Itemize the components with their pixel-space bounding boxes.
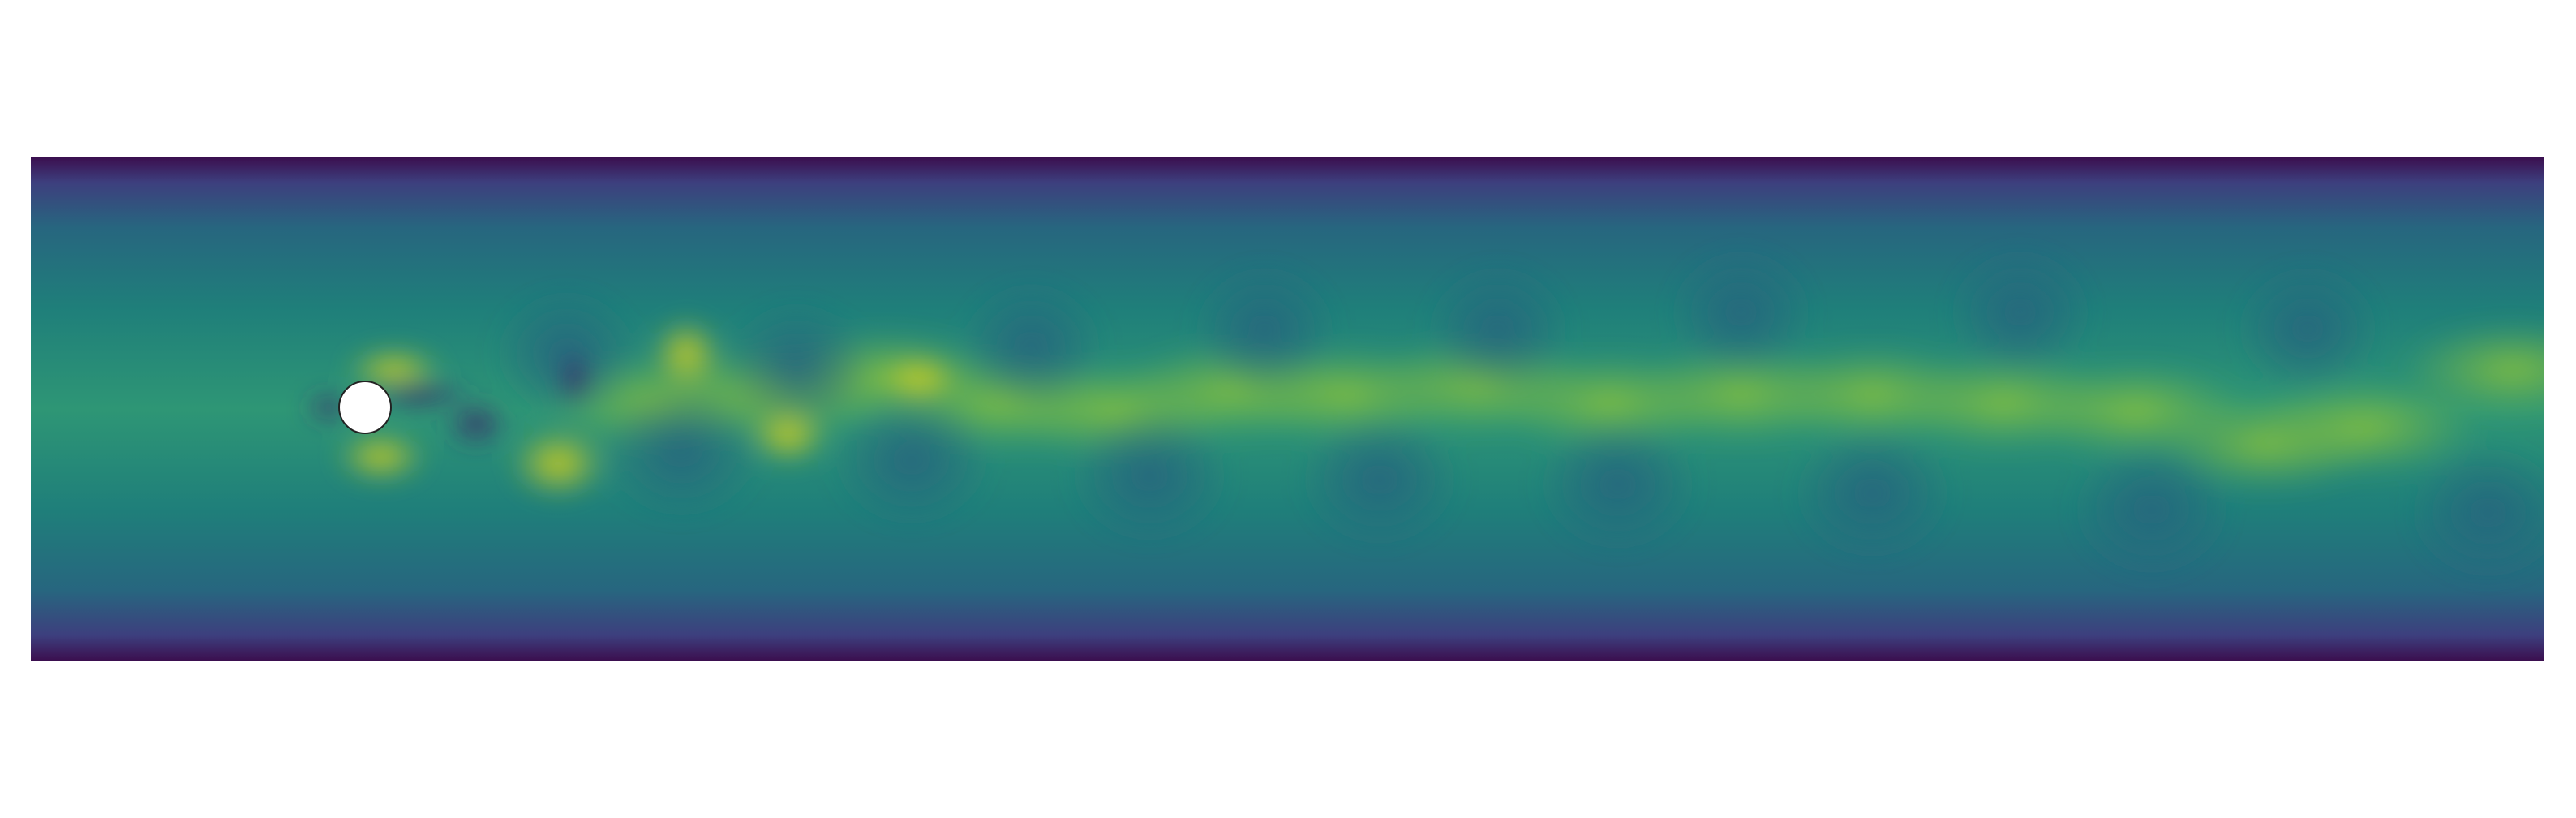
vortex <box>747 406 830 466</box>
vortex <box>2406 443 2544 582</box>
vortex <box>1297 411 1462 549</box>
vortex-street <box>303 246 2544 582</box>
vortex <box>723 299 871 431</box>
vortex <box>1191 263 1339 394</box>
vortex <box>2069 440 2234 579</box>
vortex <box>2250 377 2480 477</box>
vortex <box>335 430 427 484</box>
vortex <box>1667 246 1815 378</box>
vortex <box>1946 246 2094 378</box>
vortex <box>509 427 608 500</box>
vortex <box>650 316 723 390</box>
vortex <box>599 382 764 521</box>
vortex <box>1790 424 1955 562</box>
vortex <box>443 399 509 449</box>
vortex <box>957 279 1106 411</box>
vortex <box>829 390 994 530</box>
vortex <box>2398 320 2544 420</box>
vortex <box>1535 415 1700 554</box>
vortex <box>555 348 595 408</box>
vortex <box>2234 263 2382 394</box>
vortex <box>1067 407 1232 546</box>
vortex <box>878 353 961 403</box>
cylinder <box>338 381 392 434</box>
vortex <box>1423 263 1572 394</box>
